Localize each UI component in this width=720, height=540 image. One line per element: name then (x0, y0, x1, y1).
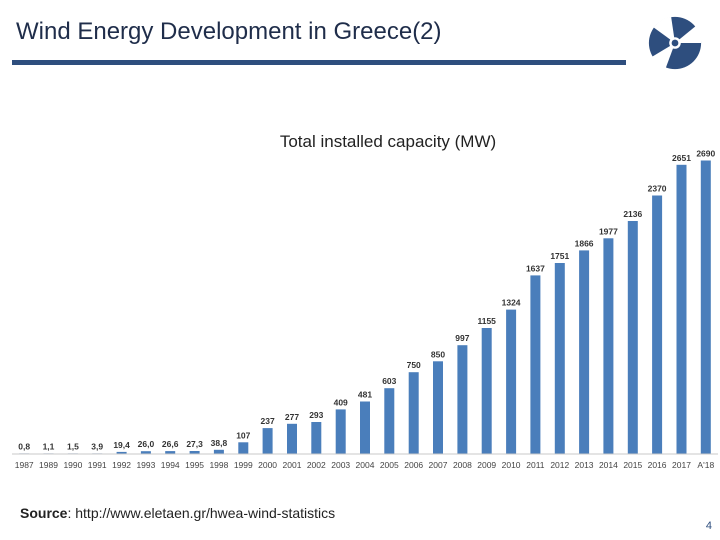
bar-2016 (652, 195, 663, 454)
data-label-A'18: 2690 (696, 149, 715, 159)
bar-2012 (554, 263, 565, 454)
bar-2013 (579, 250, 590, 454)
data-label-1990: 1,5 (67, 441, 79, 451)
data-label-2011: 1637 (526, 263, 545, 273)
title-underline (12, 60, 626, 65)
bar-1999 (238, 442, 249, 454)
data-label-2012: 1751 (550, 251, 569, 261)
x-tick-label-2010: 2010 (502, 460, 521, 470)
data-label-1987: 0,8 (18, 441, 30, 451)
x-tick-label-2006: 2006 (404, 460, 423, 470)
bar-2006 (408, 372, 419, 454)
x-tick-label-2012: 2012 (550, 460, 569, 470)
data-label-1991: 3,9 (91, 441, 103, 451)
data-label-2013: 1866 (575, 238, 594, 248)
x-tick-label-1992: 1992 (112, 460, 131, 470)
bar-2015 (627, 221, 638, 454)
x-tick-label-2007: 2007 (429, 460, 448, 470)
data-label-2016: 2370 (648, 184, 667, 194)
bar-2008 (457, 345, 468, 454)
data-label-2000: 237 (261, 416, 275, 426)
data-label-2005: 603 (382, 376, 396, 386)
data-label-1993: 26,0 (138, 439, 155, 449)
data-label-2017: 2651 (672, 153, 691, 163)
x-tick-label-2002: 2002 (307, 460, 326, 470)
x-tick-label-1987: 1987 (15, 460, 34, 470)
data-label-2001: 277 (285, 412, 299, 422)
page-number: 4 (705, 520, 712, 532)
bar-2014 (603, 238, 614, 454)
wind-turbine-logo-icon (648, 16, 702, 70)
x-tick-label-2004: 2004 (356, 460, 375, 470)
data-label-1998: 38,8 (211, 438, 228, 448)
bar-2005 (384, 388, 395, 454)
source-text: : http://www.eletaen.gr/hwea-wind-statis… (67, 505, 336, 521)
data-label-1999: 107 (236, 430, 250, 440)
x-tick-label-1990: 1990 (63, 460, 82, 470)
data-label-2015: 2136 (623, 209, 642, 219)
data-label-1989: 1,1 (43, 441, 55, 451)
x-tick-label-1993: 1993 (136, 460, 155, 470)
bar-1994 (165, 451, 176, 454)
x-tick-label-2000: 2000 (258, 460, 277, 470)
bar-1998 (213, 449, 224, 454)
bar-A'18 (700, 160, 711, 454)
bar-2009 (481, 328, 492, 454)
x-tick-label-2011: 2011 (526, 460, 545, 470)
source-note: Source: http://www.eletaen.gr/hwea-wind-… (20, 505, 335, 521)
data-label-2007: 850 (431, 349, 445, 359)
x-tick-label-2008: 2008 (453, 460, 472, 470)
x-tick-label-2003: 2003 (331, 460, 350, 470)
x-tick-label-1994: 1994 (161, 460, 180, 470)
data-label-2006: 750 (407, 360, 421, 370)
chart-title: Total installed capacity (MW) (280, 132, 496, 151)
source-label: Source (20, 505, 68, 521)
capacity-bar-chart: Total installed capacity (MW) 0,8 1987 1,1… (12, 132, 718, 470)
x-tick-label-1998: 1998 (209, 460, 228, 470)
x-tick-label-A'18: A'18 (697, 460, 714, 470)
x-tick-label-2009: 2009 (477, 460, 496, 470)
bar-1992 (116, 451, 127, 454)
data-label-2002: 293 (309, 410, 323, 420)
page-title: Wind Energy Development in Greece(2) (16, 18, 442, 45)
data-label-2009: 1155 (477, 316, 496, 326)
x-tick-label-2016: 2016 (648, 460, 667, 470)
x-tick-label-2017: 2017 (672, 460, 691, 470)
x-tick-label-2005: 2005 (380, 460, 399, 470)
bar-2010 (506, 309, 517, 454)
bar-2002 (311, 422, 322, 454)
data-label-2004: 481 (358, 390, 372, 400)
data-label-1992: 19,4 (113, 440, 130, 450)
bar-2017 (676, 164, 687, 455)
data-label-1994: 26,6 (162, 439, 179, 449)
data-label-2010: 1324 (502, 298, 521, 308)
x-tick-label-2015: 2015 (623, 460, 642, 470)
data-label-2008: 997 (455, 333, 469, 343)
bar-2004 (360, 401, 370, 454)
x-tick-label-2014: 2014 (599, 460, 618, 470)
bar-1993 (140, 451, 151, 454)
bar-2001 (287, 423, 297, 454)
x-tick-label-2013: 2013 (575, 460, 594, 470)
x-tick-label-1991: 1991 (88, 460, 107, 470)
data-label-2003: 409 (334, 397, 348, 407)
bar-2003 (335, 409, 346, 454)
bar-2011 (530, 275, 541, 454)
bar-2007 (433, 361, 443, 454)
data-label-1995: 27,3 (186, 439, 203, 449)
x-tick-label-2001: 2001 (283, 460, 302, 470)
data-label-2014: 1977 (599, 226, 618, 236)
bar-2000 (262, 428, 273, 454)
x-tick-label-1999: 1999 (234, 460, 253, 470)
x-tick-label-1989: 1989 (39, 460, 58, 470)
x-tick-label-1995: 1995 (185, 460, 204, 470)
bar-1995 (189, 451, 200, 454)
